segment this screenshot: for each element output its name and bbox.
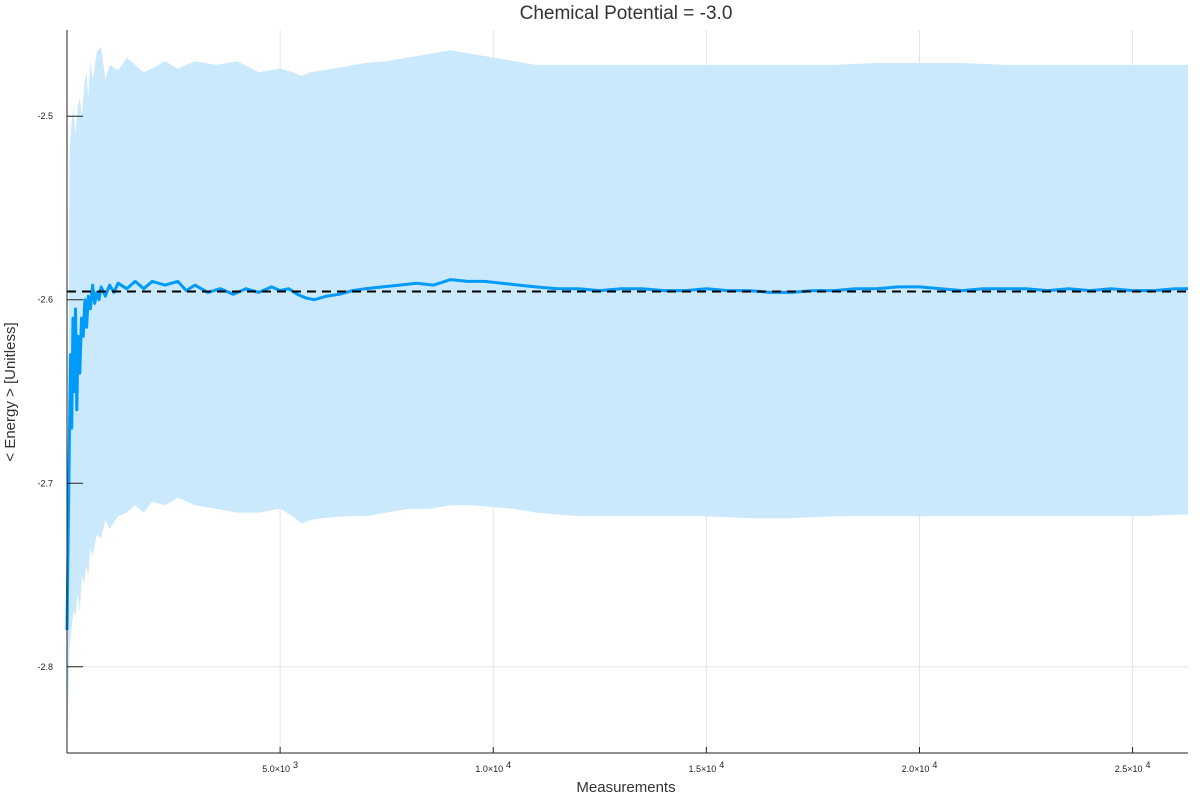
x-ticks: 5.0×10 3 1.0×10 4 1.5×10 4 2.0×10 4 2.5×10 4 [262,747,1150,774]
axes [66,30,1188,754]
x-tick-label: 2.0×10 4 [902,760,938,774]
series-line [65,278,1188,631]
error-band [67,46,1188,750]
x-tick-label: 1.0×10 4 [475,760,511,774]
x-tick-label: 5.0×10 3 [262,760,298,774]
series-layer [65,278,1188,631]
y-tick-label: -2.7 [37,478,53,488]
y-ticks: -2.5 -2.6 -2.7 -2.8 [37,111,83,672]
y-tick-label: -2.6 [37,295,53,305]
x-tick-label: 2.5×10 4 [1115,760,1151,774]
y-tick-label: -2.5 [37,111,53,121]
x-tick-label: 1.5×10 4 [688,760,724,774]
error-band-layer [67,46,1188,750]
y-axis-label: < Energy > [Unitless] [2,322,19,461]
chart-title: Chemical Potential = -3.0 [520,3,733,24]
y-tick-label: -2.8 [37,662,53,672]
x-axis-label: Measurements [576,779,675,796]
